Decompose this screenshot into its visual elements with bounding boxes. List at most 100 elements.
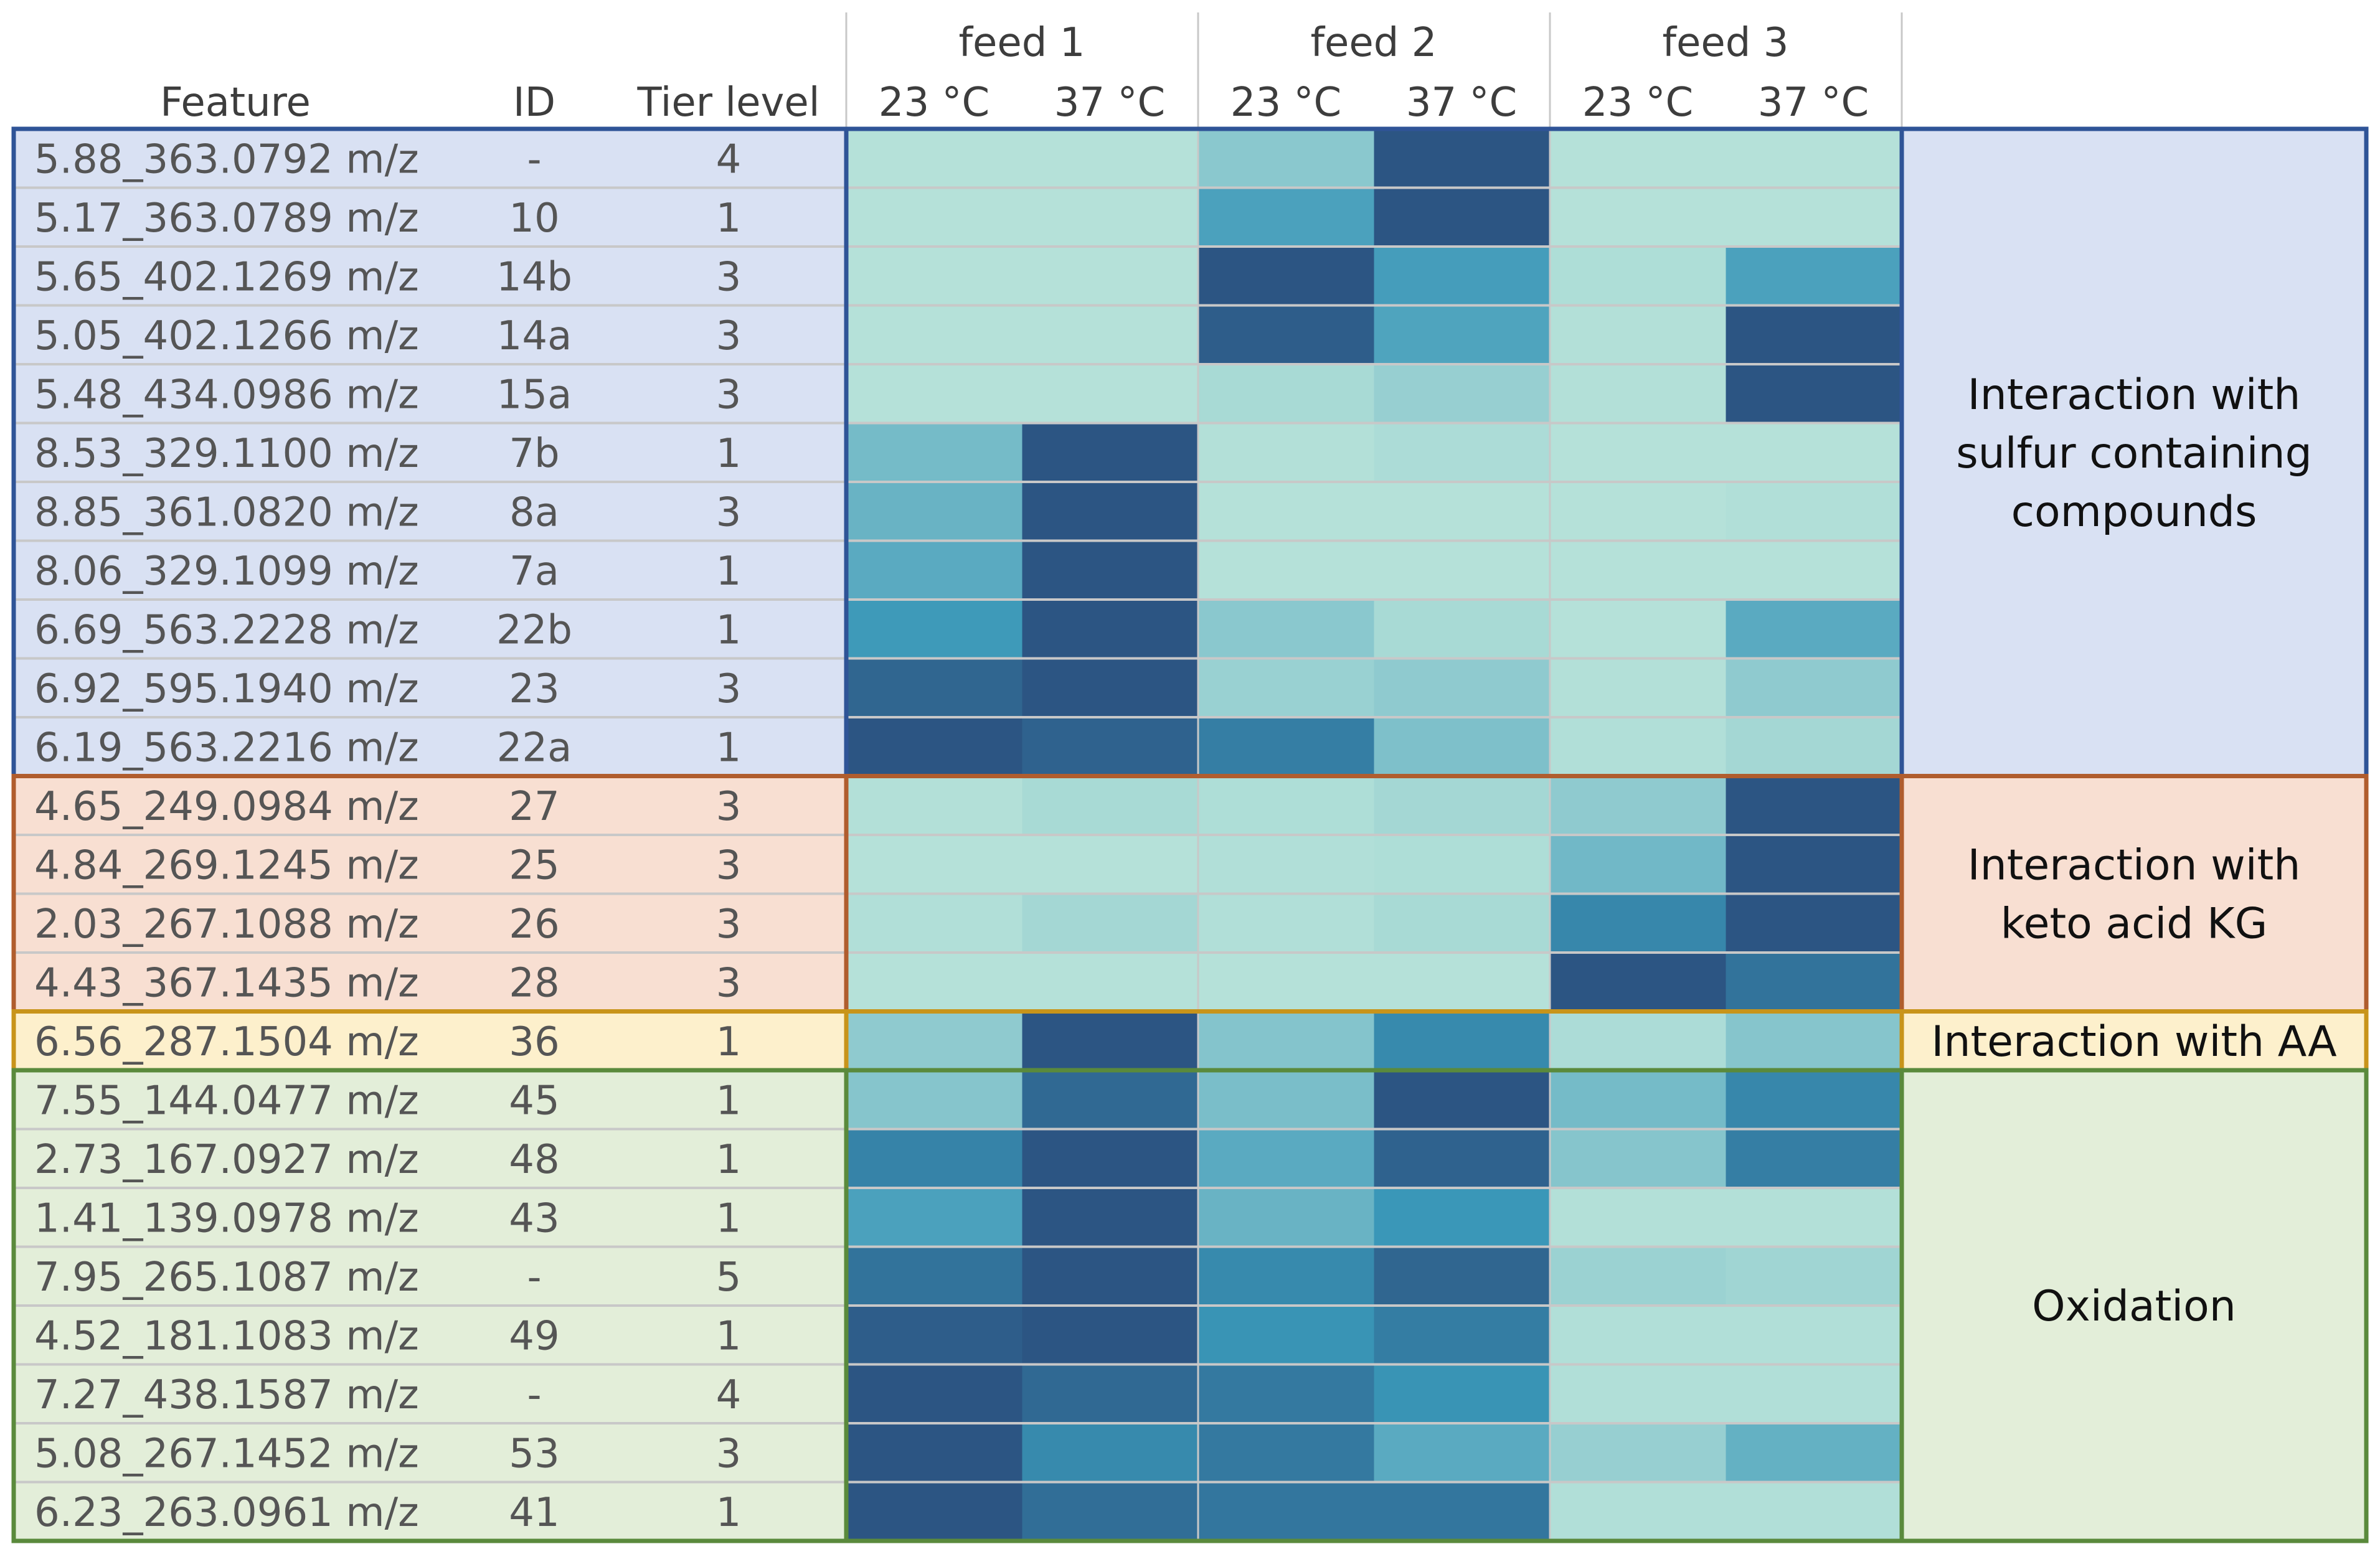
heatmap-cell (1550, 717, 1726, 776)
tier-label: 1 (716, 607, 742, 653)
id-label: 48 (509, 1137, 559, 1183)
tier-label: 1 (716, 1137, 742, 1183)
heatmap-cell (1022, 540, 1199, 600)
heatmap-cell (1550, 1070, 1726, 1129)
heatmap-cell (1374, 717, 1551, 776)
feature-label: 6.23_263.0961 m/z (34, 1490, 419, 1536)
feature-label: 6.56_287.1504 m/z (34, 1019, 419, 1065)
heatmap-cell (1726, 1070, 1902, 1129)
heatmap-cell (1022, 364, 1199, 423)
heatmap-cell (1198, 953, 1374, 1012)
id-label: 45 (509, 1078, 559, 1124)
heatmap-cell (846, 423, 1022, 483)
feature-label: 1.41_139.0978 m/z (34, 1195, 419, 1241)
tier-label: 3 (716, 254, 742, 300)
heatmap-cell (846, 893, 1022, 953)
id-label: 15a (497, 372, 572, 418)
heatmap-cell (1726, 1188, 1902, 1247)
heatmap-cell (846, 1306, 1022, 1365)
tier-label: 3 (716, 960, 742, 1006)
heatmap-cell (1726, 423, 1902, 483)
heatmap-cell (846, 1246, 1022, 1306)
heatmap-cell (1550, 1482, 1726, 1542)
id-label: 36 (509, 1019, 559, 1065)
heatmap-cell (1374, 187, 1551, 247)
feed-3-23c-header: 23 °C (1582, 80, 1693, 126)
feed-3-37c-header: 37 °C (1758, 80, 1869, 126)
heatmap-cell (1022, 1011, 1199, 1071)
heatmap-cell (1374, 893, 1551, 953)
heatmap-cell (1198, 1482, 1374, 1542)
heatmap-cell (1550, 953, 1726, 1012)
heatmap-cell (1726, 305, 1902, 365)
feed-2-header: feed 2 (1311, 20, 1437, 66)
heatmap-cell (1022, 305, 1199, 365)
heatmap-cell (1374, 129, 1551, 188)
group-backgrounds (14, 129, 2366, 1541)
group-bg-right-3 (1902, 1070, 2366, 1541)
heatmap-cell (1374, 600, 1551, 659)
heatmap-cell (1726, 247, 1902, 306)
tier-header: Tier level (636, 80, 819, 126)
id-label: 41 (509, 1490, 559, 1536)
heatmap-cell (1374, 1423, 1551, 1482)
id-label: 28 (509, 960, 559, 1006)
heatmap-cell (1022, 482, 1199, 541)
heatmap-cell (1726, 776, 1902, 836)
feature-label: 7.27_438.1587 m/z (34, 1372, 419, 1418)
heatmap-cell (846, 658, 1022, 718)
feed-2-37c-header: 37 °C (1406, 80, 1517, 126)
tier-label: 3 (716, 666, 742, 712)
tier-label: 1 (716, 1019, 742, 1065)
heatmap-cell (1374, 1070, 1551, 1129)
tier-label: 1 (716, 431, 742, 477)
heatmap-cell (1198, 187, 1374, 247)
heatmap-cell (1550, 1188, 1726, 1247)
heatmap-cell (1198, 482, 1374, 541)
heatmap-cell (846, 600, 1022, 659)
heatmap-cell (1198, 1011, 1374, 1071)
heatmap-cell (1550, 364, 1726, 423)
group-bg-left-0 (14, 129, 846, 776)
feature-label: 4.43_367.1435 m/z (34, 960, 419, 1006)
heatmap-cell (1022, 600, 1199, 659)
id-label: 14b (496, 254, 572, 300)
heatmap-cell (1198, 1246, 1374, 1306)
heatmap-cell (1550, 482, 1726, 541)
id-label: 7b (509, 431, 559, 477)
id-label: 23 (509, 666, 559, 712)
heatmap-cell (1198, 364, 1374, 423)
feature-label: 4.65_249.0984 m/z (34, 784, 419, 830)
heatmap-cell (1550, 835, 1726, 894)
heatmap-cell (1198, 247, 1374, 306)
heatmap-cell (846, 1011, 1022, 1071)
id-label: 7a (509, 549, 559, 595)
feature-label: 8.06_329.1099 m/z (34, 549, 419, 595)
heatmap-cell (846, 540, 1022, 600)
heatmap-cells (846, 129, 1902, 1542)
heatmap-cell (1374, 364, 1551, 423)
heatmap-cell (1022, 658, 1199, 718)
feature-label: 5.88_363.0792 m/z (34, 136, 419, 182)
feature-label: 5.48_434.0986 m/z (34, 372, 419, 418)
heatmap-cell (1198, 540, 1374, 600)
heatmap-cell (1198, 1364, 1374, 1424)
id-label: 49 (509, 1313, 559, 1359)
heatmap-cell (1726, 482, 1902, 541)
heatmap-cell (1550, 1246, 1726, 1306)
heatmap-cell (1198, 1423, 1374, 1482)
heatmap-cell (1374, 835, 1551, 894)
feature-label: 5.17_363.0789 m/z (34, 195, 419, 242)
heatmap-cell (1022, 1129, 1199, 1189)
heatmap-cell (1022, 953, 1199, 1012)
heatmap-cell (1726, 1011, 1902, 1071)
heatmap-cell (1198, 305, 1374, 365)
feature-label: 6.19_563.2216 m/z (34, 725, 419, 771)
id-label: 27 (509, 784, 559, 830)
id-label: 14a (497, 313, 572, 359)
heatmap-cell (1022, 1364, 1199, 1424)
heatmap-cell (1198, 717, 1374, 776)
heatmap-cell (1550, 1364, 1726, 1424)
heatmap-cell (1726, 187, 1902, 247)
heatmap-cell (1726, 364, 1902, 423)
